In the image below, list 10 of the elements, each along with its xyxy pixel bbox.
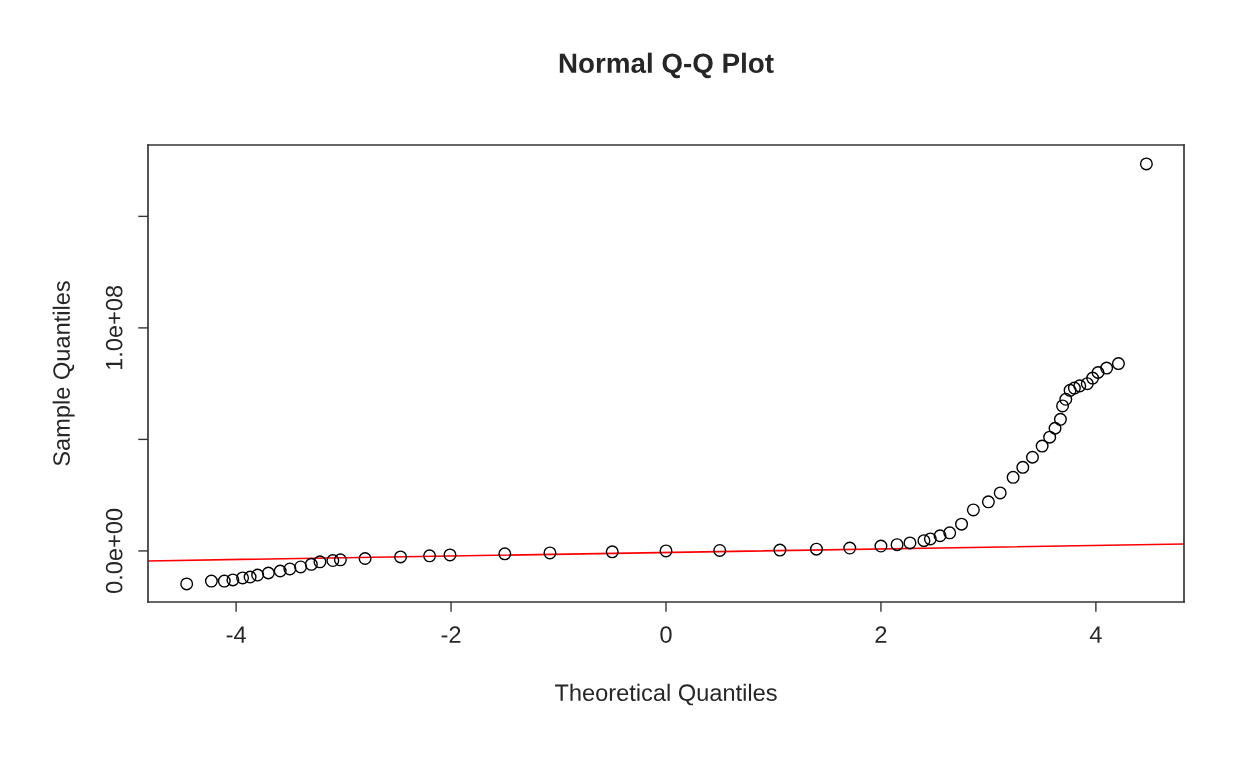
x-tick-label: 0 — [660, 626, 672, 643]
x-tick-label: 4 — [1089, 626, 1102, 643]
y-tick-label: 1.0e+08 — [105, 285, 123, 370]
y-tick-label: 0.0e+00 — [105, 508, 123, 593]
chart-title: Normal Q-Q Plot — [559, 52, 774, 79]
x-tick-label: -2 — [441, 626, 461, 643]
x-axis-title: Theoretical Quantiles — [554, 683, 777, 706]
x-tick-label: 2 — [875, 626, 887, 643]
y-axis-title: Sample Quantiles — [52, 281, 75, 466]
x-tick-label: -4 — [226, 626, 246, 643]
